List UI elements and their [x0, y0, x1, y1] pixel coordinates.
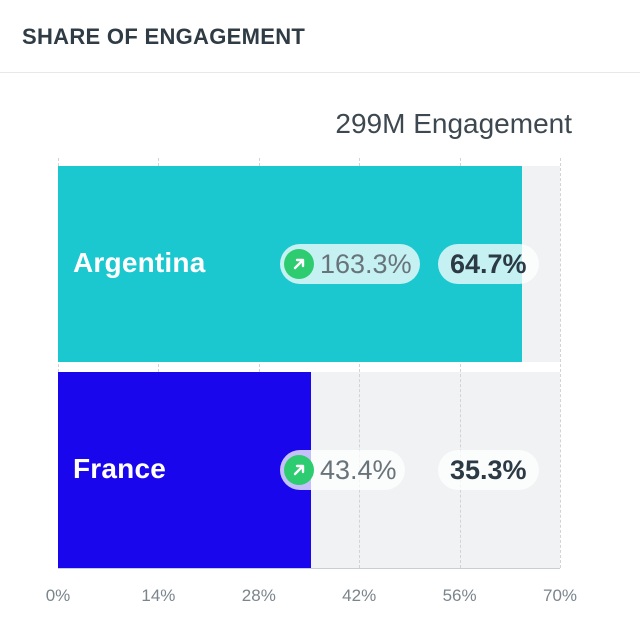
growth-value-argentina: 163.3% [320, 248, 412, 279]
x-tick-label: 42% [342, 586, 377, 605]
x-tick-label: 14% [141, 586, 176, 605]
growth-value-france: 43.4% [320, 454, 397, 485]
x-axis-line [58, 568, 560, 569]
arrow-up-right-icon [284, 249, 314, 279]
x-tick-label: 0% [45, 586, 71, 605]
bar-chart-plot: Argentina 163.3% 64.7% France 43.4% 35.3% [58, 158, 561, 568]
gridline [258, 158, 260, 568]
gridline [560, 158, 561, 568]
bar-label-france: France [73, 453, 167, 484]
gridline [359, 158, 361, 568]
arrow-up-right-icon [284, 455, 314, 485]
bar-france[interactable] [58, 372, 312, 568]
x-tick-label: 70% [542, 586, 578, 605]
gridline [58, 158, 59, 568]
share-value-argentina: 64.7% [450, 248, 527, 279]
x-tick-label: 56% [442, 586, 477, 605]
share-pill-france: 35.3% [438, 450, 539, 490]
widget-header: SHARE OF ENGAGEMENT [0, 0, 640, 73]
x-tick-label: 28% [241, 586, 276, 605]
share-value-france: 35.3% [450, 454, 527, 485]
total-engagement-label: 299M Engagement [335, 108, 572, 139]
share-pill-argentina: 64.7% [438, 244, 539, 284]
gridline [158, 158, 160, 568]
x-axis: 0% 14% 28% 42% 56% 70% [0, 568, 640, 638]
bar-label-argentina: Argentina [73, 247, 206, 278]
gridline [459, 158, 461, 568]
growth-pill-argentina: 163.3% [280, 244, 420, 284]
growth-pill-france: 43.4% [280, 450, 405, 490]
widget-title: SHARE OF ENGAGEMENT [22, 24, 306, 49]
